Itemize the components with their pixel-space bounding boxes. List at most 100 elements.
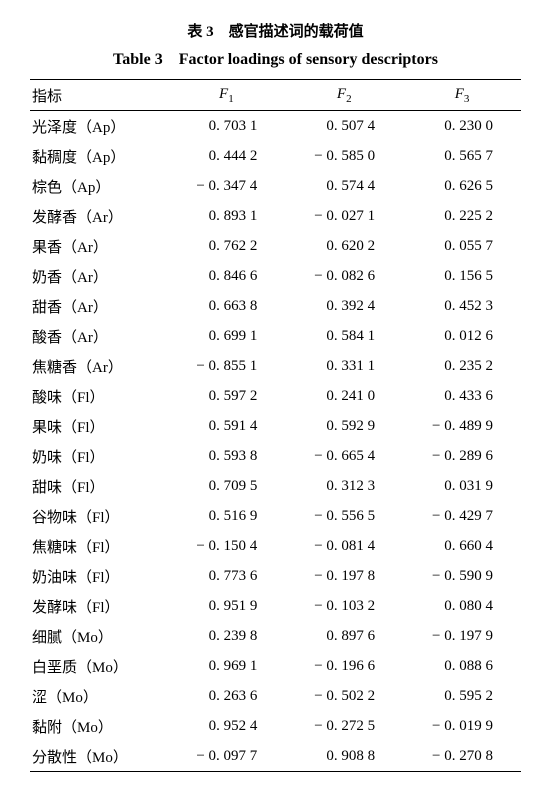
cell-value: 0. 433 6 (403, 381, 521, 411)
cell-value: 0. 591 4 (167, 411, 285, 441)
cell-value: − 0. 347 4 (167, 171, 285, 201)
cell-value: − 0. 289 6 (403, 441, 521, 471)
cell-value: 0. 080 4 (403, 591, 521, 621)
cell-value: 0. 593 8 (167, 441, 285, 471)
cell-value: 0. 239 8 (167, 621, 285, 651)
table-row: 发酵味（Fl）0. 951 9− 0. 103 20. 080 4 (30, 591, 521, 621)
cell-value: 0. 331 1 (285, 351, 403, 381)
cell-value: 0. 773 6 (167, 561, 285, 591)
table-row: 棕色（Ap）− 0. 347 40. 574 40. 626 5 (30, 171, 521, 201)
row-label: 发酵味（Fl） (30, 591, 167, 621)
cell-value: 0. 597 2 (167, 381, 285, 411)
cell-value: 0. 846 6 (167, 261, 285, 291)
row-label: 果香（Ar） (30, 231, 167, 261)
cell-value: 0. 952 4 (167, 711, 285, 741)
table-row: 黏附（Mo）0. 952 4− 0. 272 5− 0. 019 9 (30, 711, 521, 741)
cell-value: − 0. 197 9 (403, 621, 521, 651)
cell-value: − 0. 855 1 (167, 351, 285, 381)
row-label: 谷物味（Fl） (30, 501, 167, 531)
cell-value: 0. 312 3 (285, 471, 403, 501)
cell-value: − 0. 429 7 (403, 501, 521, 531)
row-label: 白垩质（Mo） (30, 651, 167, 681)
row-label: 分散性（Mo） (30, 741, 167, 772)
cell-value: 0. 263 6 (167, 681, 285, 711)
row-label: 果味（Fl） (30, 411, 167, 441)
table-row: 甜味（Fl）0. 709 50. 312 30. 031 9 (30, 471, 521, 501)
cell-value: − 0. 502 2 (285, 681, 403, 711)
table-row: 涩（Mo）0. 263 6− 0. 502 20. 595 2 (30, 681, 521, 711)
cell-value: − 0. 103 2 (285, 591, 403, 621)
table-row: 奶味（Fl）0. 593 8− 0. 665 4− 0. 289 6 (30, 441, 521, 471)
cell-value: − 0. 196 6 (285, 651, 403, 681)
cell-value: − 0. 665 4 (285, 441, 403, 471)
row-label: 棕色（Ap） (30, 171, 167, 201)
cell-value: − 0. 097 7 (167, 741, 285, 772)
col-header-f3: F3 (403, 80, 521, 111)
cell-value: 0. 703 1 (167, 111, 285, 142)
row-label: 焦糖味（Fl） (30, 531, 167, 561)
cell-value: − 0. 019 9 (403, 711, 521, 741)
table-row: 分散性（Mo）− 0. 097 70. 908 8− 0. 270 8 (30, 741, 521, 772)
table-caption-cn: 表 3 感官描述词的载荷值 (30, 20, 521, 41)
cell-value: 0. 565 7 (403, 141, 521, 171)
row-label: 涩（Mo） (30, 681, 167, 711)
row-label: 甜味（Fl） (30, 471, 167, 501)
cell-value: 0. 584 1 (285, 321, 403, 351)
row-label: 黏稠度（Ap） (30, 141, 167, 171)
cell-value: − 0. 272 5 (285, 711, 403, 741)
row-label: 焦糖香（Ar） (30, 351, 167, 381)
table-row: 谷物味（Fl）0. 516 9− 0. 556 5− 0. 429 7 (30, 501, 521, 531)
row-label: 奶味（Fl） (30, 441, 167, 471)
table-row: 焦糖味（Fl）− 0. 150 4− 0. 081 40. 660 4 (30, 531, 521, 561)
table-row: 黏稠度（Ap）0. 444 2− 0. 585 00. 565 7 (30, 141, 521, 171)
cell-value: − 0. 027 1 (285, 201, 403, 231)
cell-value: 0. 156 5 (403, 261, 521, 291)
cell-value: 0. 592 9 (285, 411, 403, 441)
cell-value: 0. 452 3 (403, 291, 521, 321)
cell-value: − 0. 270 8 (403, 741, 521, 772)
cell-value: 0. 626 5 (403, 171, 521, 201)
row-label: 发酵香（Ar） (30, 201, 167, 231)
cell-value: − 0. 489 9 (403, 411, 521, 441)
row-label: 奶油味（Fl） (30, 561, 167, 591)
table-row: 白垩质（Mo）0. 969 1− 0. 196 60. 088 6 (30, 651, 521, 681)
cell-value: 0. 012 6 (403, 321, 521, 351)
cell-value: − 0. 150 4 (167, 531, 285, 561)
cell-value: 0. 897 6 (285, 621, 403, 651)
row-label: 细腻（Mo） (30, 621, 167, 651)
cell-value: 0. 951 9 (167, 591, 285, 621)
table-row: 果香（Ar）0. 762 20. 620 20. 055 7 (30, 231, 521, 261)
row-label: 光泽度（Ap） (30, 111, 167, 142)
cell-value: − 0. 556 5 (285, 501, 403, 531)
cell-value: 0. 595 2 (403, 681, 521, 711)
cell-value: 0. 908 8 (285, 741, 403, 772)
cell-value: − 0. 197 8 (285, 561, 403, 591)
cell-value: 0. 663 8 (167, 291, 285, 321)
cell-value: 0. 574 4 (285, 171, 403, 201)
row-label: 酸香（Ar） (30, 321, 167, 351)
col-header-f1: F1 (167, 80, 285, 111)
cell-value: 0. 088 6 (403, 651, 521, 681)
table-row: 光泽度（Ap）0. 703 10. 507 40. 230 0 (30, 111, 521, 142)
row-label: 甜香（Ar） (30, 291, 167, 321)
table-row: 酸香（Ar）0. 699 10. 584 10. 012 6 (30, 321, 521, 351)
col-header-indicator: 指标 (30, 80, 167, 111)
factor-loadings-table: 指标 F1 F2 F3 光泽度（Ap）0. 703 10. 507 40. 23… (30, 79, 521, 772)
cell-value: 0. 055 7 (403, 231, 521, 261)
cell-value: 0. 699 1 (167, 321, 285, 351)
cell-value: 0. 709 5 (167, 471, 285, 501)
cell-value: 0. 762 2 (167, 231, 285, 261)
cell-value: 0. 893 1 (167, 201, 285, 231)
table-row: 奶油味（Fl）0. 773 6− 0. 197 8− 0. 590 9 (30, 561, 521, 591)
cell-value: − 0. 082 6 (285, 261, 403, 291)
cell-value: 0. 969 1 (167, 651, 285, 681)
cell-value: 0. 444 2 (167, 141, 285, 171)
cell-value: 0. 620 2 (285, 231, 403, 261)
row-label: 奶香（Ar） (30, 261, 167, 291)
cell-value: − 0. 081 4 (285, 531, 403, 561)
cell-value: 0. 225 2 (403, 201, 521, 231)
cell-value: 0. 241 0 (285, 381, 403, 411)
cell-value: 0. 392 4 (285, 291, 403, 321)
row-label: 酸味（Fl） (30, 381, 167, 411)
cell-value: 0. 230 0 (403, 111, 521, 142)
